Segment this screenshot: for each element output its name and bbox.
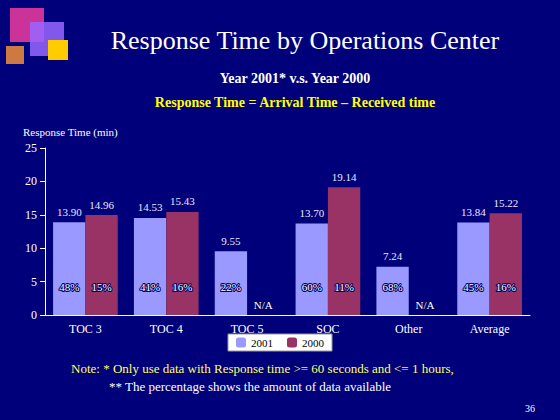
svg-text:13.70: 13.70	[299, 207, 324, 219]
svg-text:22%: 22%	[221, 281, 241, 293]
svg-text:N/A: N/A	[415, 299, 434, 311]
svg-text:11%: 11%	[334, 281, 354, 293]
svg-text:68%: 68%	[382, 281, 402, 293]
svg-text:16%: 16%	[496, 281, 516, 293]
svg-text:Response Time by Operations Ce: Response Time by Operations Center	[111, 26, 500, 55]
svg-text:41%: 41%	[140, 281, 160, 293]
svg-text:0: 0	[31, 308, 37, 322]
svg-text:60%: 60%	[302, 281, 322, 293]
svg-text:9.55: 9.55	[221, 235, 241, 247]
svg-text:19.14: 19.14	[332, 171, 357, 183]
svg-text:15.43: 15.43	[170, 195, 195, 207]
svg-text:45%: 45%	[463, 281, 483, 293]
svg-text:TOC 5: TOC 5	[230, 322, 264, 336]
svg-text:15.22: 15.22	[493, 197, 518, 209]
svg-text:Note: * Only use data with Res: Note: * Only use data with Response time…	[71, 361, 454, 376]
svg-text:N/A: N/A	[254, 299, 273, 311]
svg-text:13.84: 13.84	[461, 206, 486, 218]
svg-text:14.96: 14.96	[89, 199, 114, 211]
svg-text:Other: Other	[395, 322, 422, 336]
svg-text:15: 15	[25, 208, 37, 222]
svg-text:15%: 15%	[91, 281, 111, 293]
svg-text:Year 2001* v.s. Year 2000: Year 2001* v.s. Year 2000	[220, 71, 371, 86]
svg-text:48%: 48%	[59, 281, 79, 293]
svg-text:20: 20	[25, 174, 37, 188]
svg-text:2000: 2000	[302, 337, 325, 349]
svg-text:25: 25	[25, 141, 37, 155]
svg-text:7.24: 7.24	[383, 250, 403, 262]
svg-text:14.53: 14.53	[138, 201, 163, 213]
svg-text:36: 36	[525, 403, 535, 414]
svg-text:SOC: SOC	[316, 322, 340, 336]
svg-text:10: 10	[25, 241, 37, 255]
svg-text:5: 5	[31, 275, 37, 289]
svg-text:13.90: 13.90	[57, 206, 82, 218]
svg-text:Average: Average	[470, 322, 510, 336]
svg-text:TOC 4: TOC 4	[150, 322, 183, 336]
svg-text:Response Time = Arrival Time –: Response Time = Arrival Time – Received …	[155, 95, 435, 110]
svg-text:2001: 2001	[251, 337, 273, 349]
svg-text:** The percentage shows the am: ** The percentage shows the amount of da…	[109, 379, 391, 394]
svg-text:TOC 3: TOC 3	[69, 322, 102, 336]
svg-text:16%: 16%	[172, 281, 192, 293]
svg-text:Response Time (min): Response Time (min)	[23, 126, 118, 139]
